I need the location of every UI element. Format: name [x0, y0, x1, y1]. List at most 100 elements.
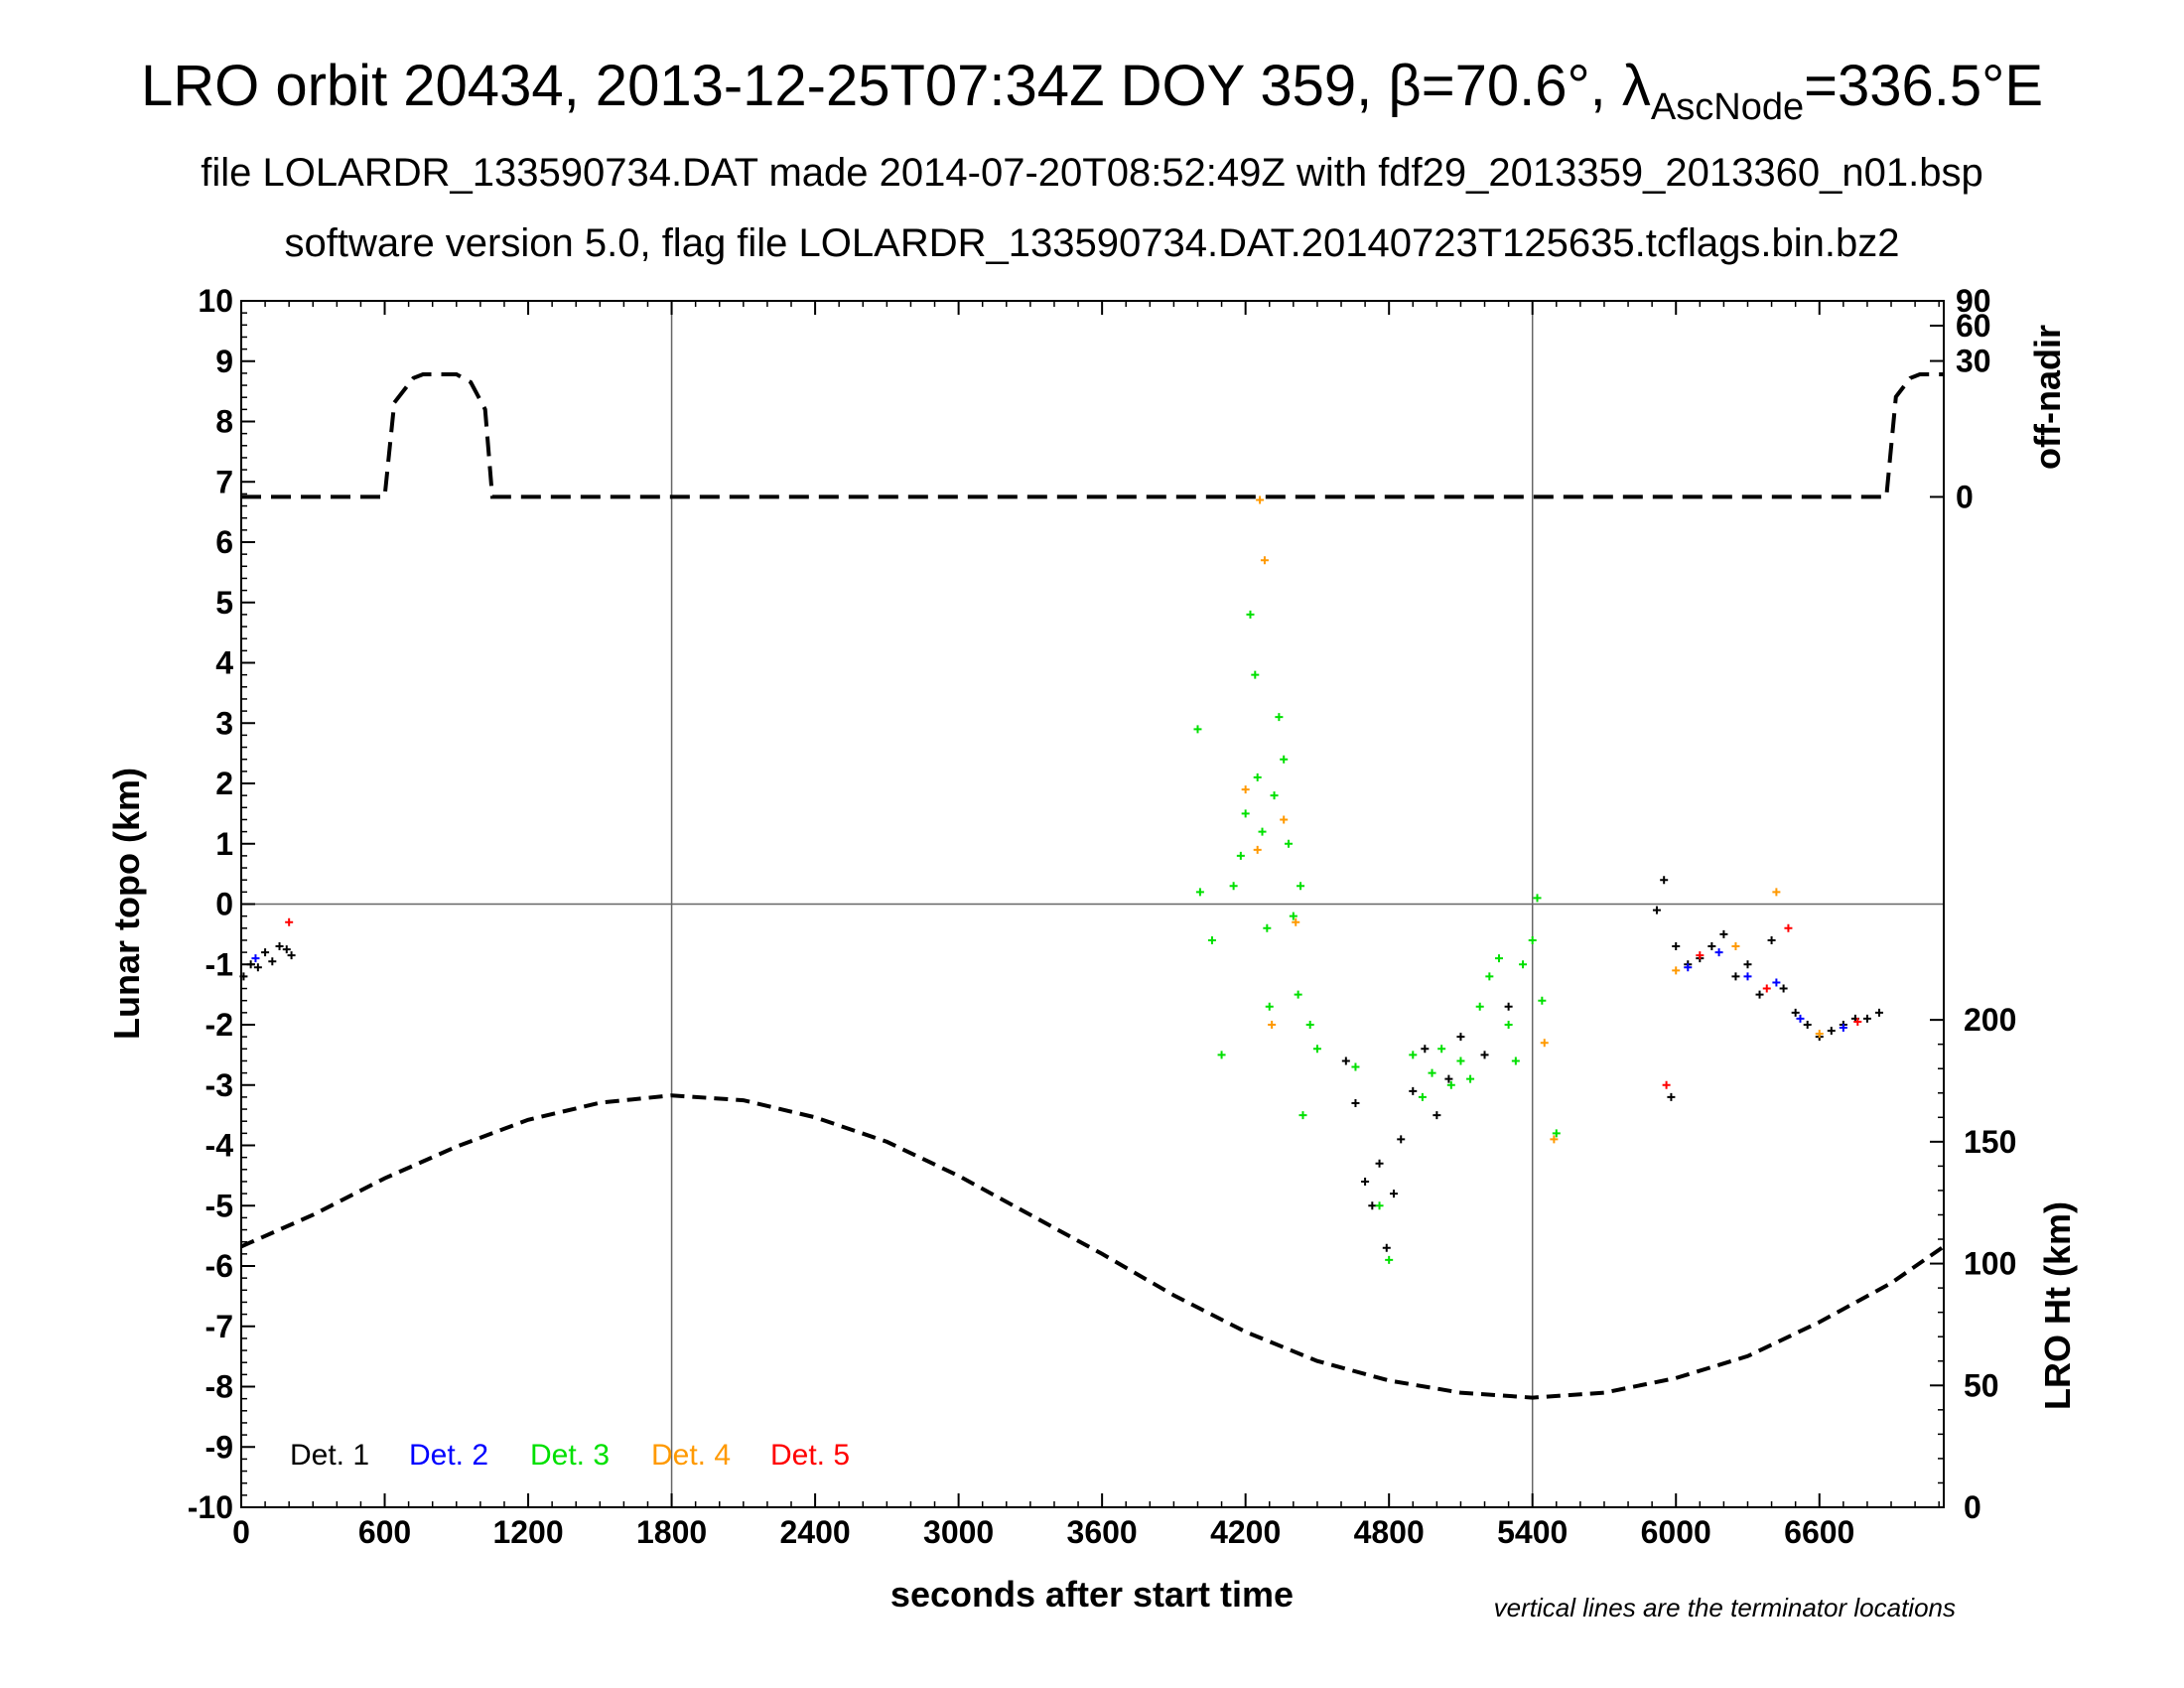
- data-point-det1: [287, 951, 296, 960]
- data-point-det3: [1246, 610, 1255, 619]
- data-point-det1: [1731, 972, 1740, 981]
- data-point-det3: [1533, 894, 1542, 903]
- data-point-det3: [1285, 839, 1294, 848]
- chart-subtitle-file: file LOLARDR_133590734.DAT made 2014-07-…: [201, 151, 1983, 195]
- data-point-det1: [268, 957, 277, 966]
- data-point-det3: [1297, 882, 1305, 891]
- y-tick-label: -6: [205, 1248, 233, 1284]
- y-tick-label: 0: [215, 887, 233, 922]
- curves-layer: [240, 372, 1946, 1400]
- x-tick-label: 5400: [1497, 1514, 1568, 1550]
- data-point-det1: [261, 948, 270, 957]
- chart-title-main: LRO orbit 20434, 2013-12-25T07:34Z DOY 3…: [140, 54, 1651, 118]
- grid-layer: [241, 301, 1944, 1507]
- legend-entry-det5: Det. 5: [770, 1439, 850, 1472]
- data-point-det3: [1241, 809, 1250, 818]
- data-point-det4: [1550, 1135, 1559, 1144]
- y-tick-label: 3: [215, 705, 233, 741]
- x-tick-label: 6000: [1641, 1514, 1711, 1550]
- chart-title: LRO orbit 20434, 2013-12-25T07:34Z DOY 3…: [0, 52, 2184, 142]
- data-point-det4: [1253, 845, 1262, 854]
- chart-title-tail: =336.5°E: [1804, 54, 2044, 118]
- data-point-det4: [1260, 556, 1269, 565]
- y-tick-label: 5: [215, 585, 233, 621]
- y-tick-label: 10: [198, 283, 233, 319]
- data-point-det1: [1433, 1111, 1441, 1120]
- data-point-det3: [1289, 912, 1297, 920]
- data-point-det5: [1784, 923, 1793, 932]
- data-point-det1: [1361, 1177, 1370, 1186]
- data-point-det3: [1475, 1002, 1484, 1011]
- altitude-tick-label: 100: [1964, 1246, 2016, 1282]
- y-tick-label: 1: [215, 826, 233, 862]
- altitude-curve: [240, 1093, 1946, 1400]
- off-nadir-tick-label: 30: [1956, 344, 1991, 379]
- data-point-det3: [1258, 827, 1267, 836]
- data-point-det1: [1779, 984, 1788, 993]
- data-point-det4: [1672, 966, 1681, 975]
- data-point-det4: [1280, 815, 1289, 824]
- data-point-det2: [1743, 972, 1752, 981]
- data-point-det3: [1251, 670, 1260, 679]
- data-point-det1: [1719, 929, 1728, 938]
- data-point-det3: [1428, 1068, 1436, 1077]
- tick-labels-layer: 0 600 1200 1800 2400 3000 3600 4200 4800 5400 6000…: [188, 283, 2017, 1550]
- data-point-det1: [1456, 1033, 1465, 1042]
- y-tick-label: -5: [205, 1188, 233, 1223]
- data-point-det5: [1762, 984, 1771, 993]
- data-point-det3: [1437, 1045, 1446, 1054]
- y-tick-label: 6: [215, 524, 233, 560]
- y-tick-label: -4: [205, 1128, 234, 1164]
- altitude-tick-label: 200: [1964, 1002, 2016, 1038]
- y-tick-label: 2: [215, 766, 233, 801]
- data-point-det3: [1519, 960, 1528, 969]
- data-point-det3: [1298, 1111, 1307, 1120]
- data-point-det1: [1660, 876, 1669, 885]
- legend-entry-det2: Det. 2: [409, 1439, 488, 1472]
- y-tick-label: 9: [215, 344, 233, 379]
- terminator-note: vertical lines are the terminator locati…: [1494, 1593, 1956, 1622]
- data-point-det3: [1275, 713, 1284, 722]
- x-tick-label: 4800: [1354, 1514, 1425, 1550]
- off-nadir-axis-title: off-nadir: [2027, 325, 2068, 470]
- y-tick-label: 8: [215, 404, 233, 440]
- legend-entry-det3: Det. 3: [530, 1439, 610, 1472]
- data-point-det1: [1480, 1051, 1489, 1059]
- data-point-det1: [1421, 1045, 1430, 1054]
- data-point-det2: [1839, 1024, 1847, 1033]
- legend-entry-det1: Det. 1: [290, 1439, 369, 1472]
- altitude-axis-title: LRO Ht (km): [2037, 1201, 2078, 1410]
- chart-subtitle-software: software version 5.0, flag file LOLARDR_…: [284, 221, 1900, 265]
- x-tick-label: 0: [232, 1514, 250, 1550]
- ticks-layer: [240, 300, 1944, 1508]
- y-tick-label: 4: [215, 645, 233, 681]
- x-tick-label: 3600: [1067, 1514, 1138, 1550]
- data-point-det3: [1270, 791, 1279, 800]
- data-point-det1: [1351, 1098, 1360, 1107]
- data-point-det1: [253, 963, 262, 972]
- data-point-det3: [1552, 1129, 1561, 1138]
- altitude-tick-label: 150: [1964, 1124, 2016, 1160]
- x-tick-label: 600: [358, 1514, 411, 1550]
- data-point-det3: [1494, 954, 1503, 963]
- y-axis-title: Lunar topo (km): [106, 768, 147, 1040]
- data-point-det1: [1755, 990, 1764, 999]
- data-point-det1: [275, 942, 284, 951]
- data-point-det1: [1827, 1027, 1836, 1036]
- data-point-det4: [1256, 495, 1265, 504]
- data-point-det1: [1382, 1243, 1391, 1252]
- data-point-det1: [1341, 1056, 1350, 1065]
- data-point-det3: [1466, 1074, 1475, 1083]
- data-point-det3: [1504, 1021, 1513, 1029]
- data-point-det3: [1217, 1051, 1226, 1059]
- data-point-det2: [1772, 978, 1781, 987]
- data-point-det3: [1538, 996, 1547, 1005]
- data-point-det1: [1862, 1014, 1871, 1023]
- data-point-det5: [1853, 1017, 1862, 1026]
- data-point-det3: [1207, 935, 1216, 944]
- data-point-det3: [1265, 1002, 1274, 1011]
- data-point-det4: [1772, 888, 1781, 897]
- data-point-det3: [1511, 1056, 1520, 1065]
- data-point-det4: [1731, 942, 1740, 951]
